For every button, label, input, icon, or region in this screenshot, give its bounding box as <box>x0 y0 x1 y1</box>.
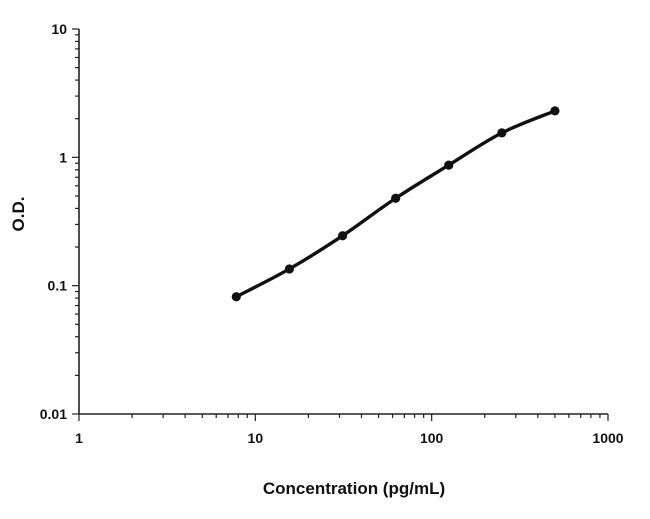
series <box>231 106 560 302</box>
x-axis-title: Concentration (pg/mL) <box>263 479 445 498</box>
data-point <box>284 264 294 274</box>
y-tick-label: 1 <box>59 149 67 165</box>
tick-labels: 1 10 100 1000 0.01 0.1 1 10 <box>40 21 624 446</box>
axes <box>78 29 608 415</box>
data-point <box>391 193 401 203</box>
series-line <box>234 109 557 299</box>
ticks <box>72 28 609 421</box>
y-tick-label: 10 <box>51 21 67 37</box>
x-tick-label: 10 <box>248 430 264 446</box>
data-point <box>337 231 348 241</box>
x-tick-label: 100 <box>420 430 444 446</box>
data-point <box>231 292 241 302</box>
data-point <box>497 128 507 138</box>
y-axis-title: O.D. <box>9 197 28 232</box>
x-tick-label: 1 <box>75 430 83 446</box>
data-point <box>444 160 454 170</box>
data-point <box>550 106 560 116</box>
y-tick-label: 0.1 <box>48 278 68 294</box>
x-tick-label: 1000 <box>592 430 623 446</box>
y-tick-label: 0.01 <box>40 406 67 422</box>
